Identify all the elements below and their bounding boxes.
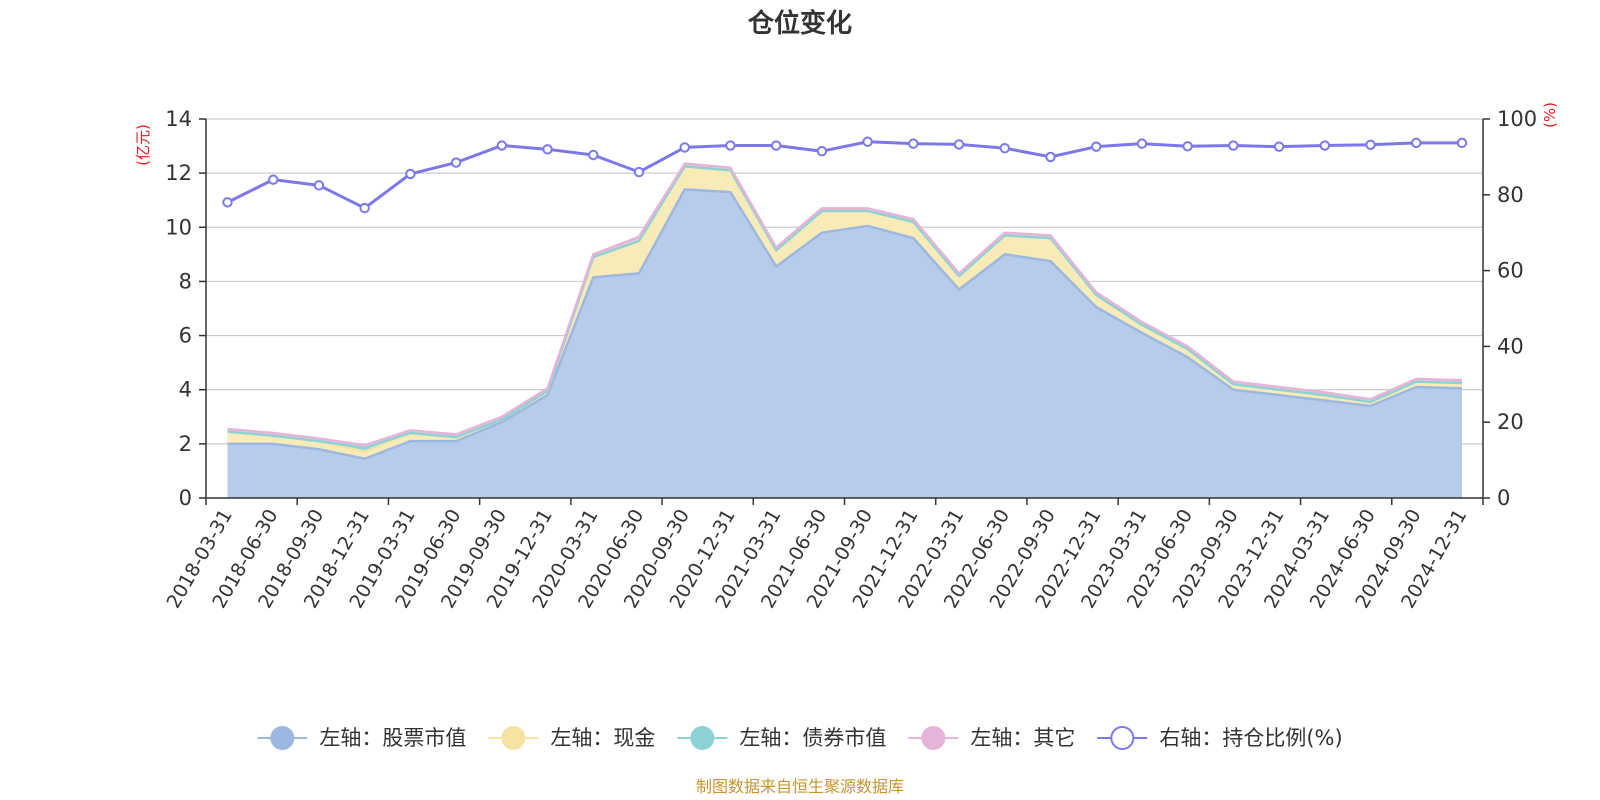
right-axis-tick-label: 0 [1497, 486, 1510, 510]
legend-marker [270, 726, 295, 750]
right-axis-tick-label: 20 [1497, 410, 1524, 434]
ratio-point [1411, 137, 1422, 149]
ratio-point [953, 139, 965, 150]
ratio-point [313, 180, 325, 191]
area-line-左轴：其它 [227, 162, 1463, 447]
ratio-point [725, 140, 736, 151]
ratio-point [908, 138, 919, 149]
ratio-point [588, 149, 599, 161]
legend-marker [501, 726, 526, 750]
left-axis-tick-label: 0 [179, 486, 192, 510]
legend-label: 左轴：债券市值 [739, 726, 886, 750]
right-axis-tick-label: 40 [1497, 334, 1524, 358]
ratio-point [816, 146, 828, 157]
legend-marker [921, 726, 946, 750]
ratio-point [542, 144, 553, 155]
legend-item: 左轴：债券市值 [677, 726, 886, 750]
area-line-左轴：股票市值 [227, 188, 1463, 460]
area-左轴：股票市值 [227, 189, 1462, 498]
area-line-左轴：债券市值 [227, 165, 1463, 450]
ratio-point [1273, 141, 1285, 152]
ratio-point [1091, 141, 1102, 152]
legend-item: 左轴：股票市值 [257, 726, 466, 750]
left-axis-tick-label: 10 [165, 215, 192, 239]
ratio-line [226, 140, 1462, 210]
right-axis-unit: (%) [1541, 102, 1559, 128]
ratio-point [496, 140, 508, 151]
legend-item: 左轴：现金 [488, 726, 655, 750]
ratio-point [633, 166, 645, 178]
right-axis-tick-label: 80 [1497, 183, 1524, 207]
legend-item: 右轴：持仓比例(%) [1097, 726, 1343, 750]
legend-label: 左轴：股票市值 [319, 726, 466, 750]
legend-item: 左轴：其它 [908, 726, 1075, 750]
left-axis-tick-label: 8 [179, 269, 192, 293]
legend-label: 左轴：其它 [970, 726, 1075, 750]
ratio-point [679, 142, 690, 153]
ratio-point [450, 157, 462, 168]
ratio-point [1136, 138, 1148, 149]
ratio-point [222, 197, 233, 208]
ratio-point [405, 168, 416, 180]
ratio-point [1365, 139, 1376, 150]
legend-marker [1110, 726, 1135, 750]
stacked-areas [227, 162, 1463, 499]
legend-marker [690, 726, 715, 750]
ratio-point [359, 202, 370, 214]
left-axis-tick-label: 12 [165, 161, 192, 185]
left-axis-tick-label: 4 [179, 378, 192, 402]
chart-title: 仓位变化 [747, 8, 852, 39]
legend-label: 右轴：持仓比例(%) [1159, 726, 1342, 750]
data-source-note: 制图数据来自恒生聚源数据库 [696, 777, 904, 796]
ratio-point [1228, 140, 1239, 151]
ratio-point [770, 140, 782, 151]
left-axis-tick-label: 6 [179, 324, 192, 348]
ratio-line-layer [222, 136, 1468, 214]
ratio-point [999, 142, 1010, 154]
ratio-point [1319, 140, 1331, 151]
legend-label: 左轴：现金 [550, 726, 655, 750]
ratio-point [1182, 141, 1193, 152]
left-axis-tick-label: 14 [165, 107, 192, 131]
ratio-point [268, 174, 279, 185]
right-axis-tick-label: 60 [1497, 259, 1524, 283]
right-axis-tick-label: 100 [1497, 107, 1537, 131]
left-axis-tick-label: 2 [179, 432, 192, 456]
ratio-point [862, 136, 873, 147]
ratio-point [1045, 151, 1056, 163]
ratio-point [1456, 137, 1468, 149]
legend: 左轴：股票市值 左轴：现金 左轴：债券市值 左轴：其它 右轴：持仓比例(%) [257, 726, 1343, 750]
left-axis-unit: (亿元) [134, 124, 152, 166]
